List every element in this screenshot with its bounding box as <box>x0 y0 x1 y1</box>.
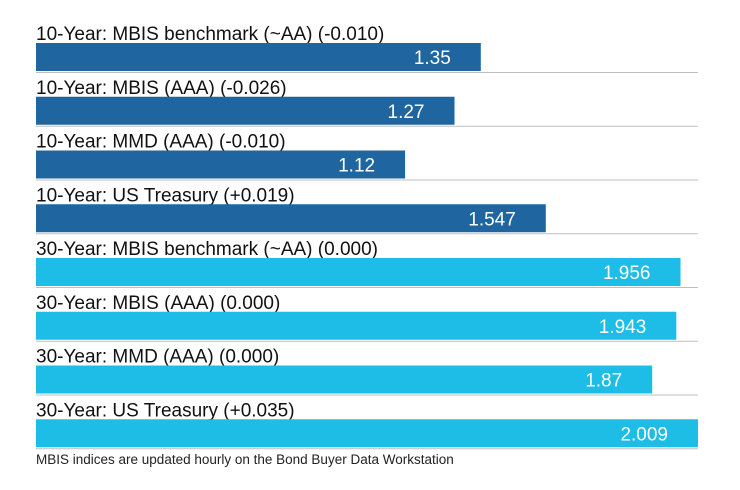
bar <box>36 204 546 233</box>
data-label: 2.009 <box>620 424 668 445</box>
category-label: 10-Year: MBIS (AAA) (-0.026) <box>36 78 287 99</box>
bar <box>36 150 406 179</box>
category-label: 30-Year: US Treasury (+0.035) <box>36 400 295 421</box>
data-label: 1.547 <box>468 209 516 230</box>
data-label: 1.27 <box>388 102 425 123</box>
bar <box>36 96 455 125</box>
data-label: 1.12 <box>338 156 375 177</box>
bar <box>36 311 677 340</box>
category-label: 30-Year: MBIS (AAA) (0.000) <box>36 293 280 314</box>
data-label: 1.943 <box>599 317 647 338</box>
data-label: 1.87 <box>585 371 622 392</box>
data-label: 1.956 <box>603 263 651 284</box>
category-label: 30-Year: MMD (AAA) (0.000) <box>36 347 279 368</box>
bar <box>36 419 698 448</box>
bar <box>36 258 681 286</box>
category-label: 30-Year: MBIS benchmark (~AA) (0.000) <box>36 239 378 260</box>
category-label: 10-Year: MBIS benchmark (~AA) (-0.010) <box>36 24 384 45</box>
bar <box>36 43 481 71</box>
bar <box>36 365 653 394</box>
category-label: 10-Year: MMD (AAA) (-0.010) <box>36 132 286 153</box>
footnote: MBIS indices are updated hourly on the B… <box>36 452 454 467</box>
category-label: 10-Year: US Treasury (+0.019) <box>36 185 295 206</box>
data-label: 1.35 <box>414 48 451 69</box>
